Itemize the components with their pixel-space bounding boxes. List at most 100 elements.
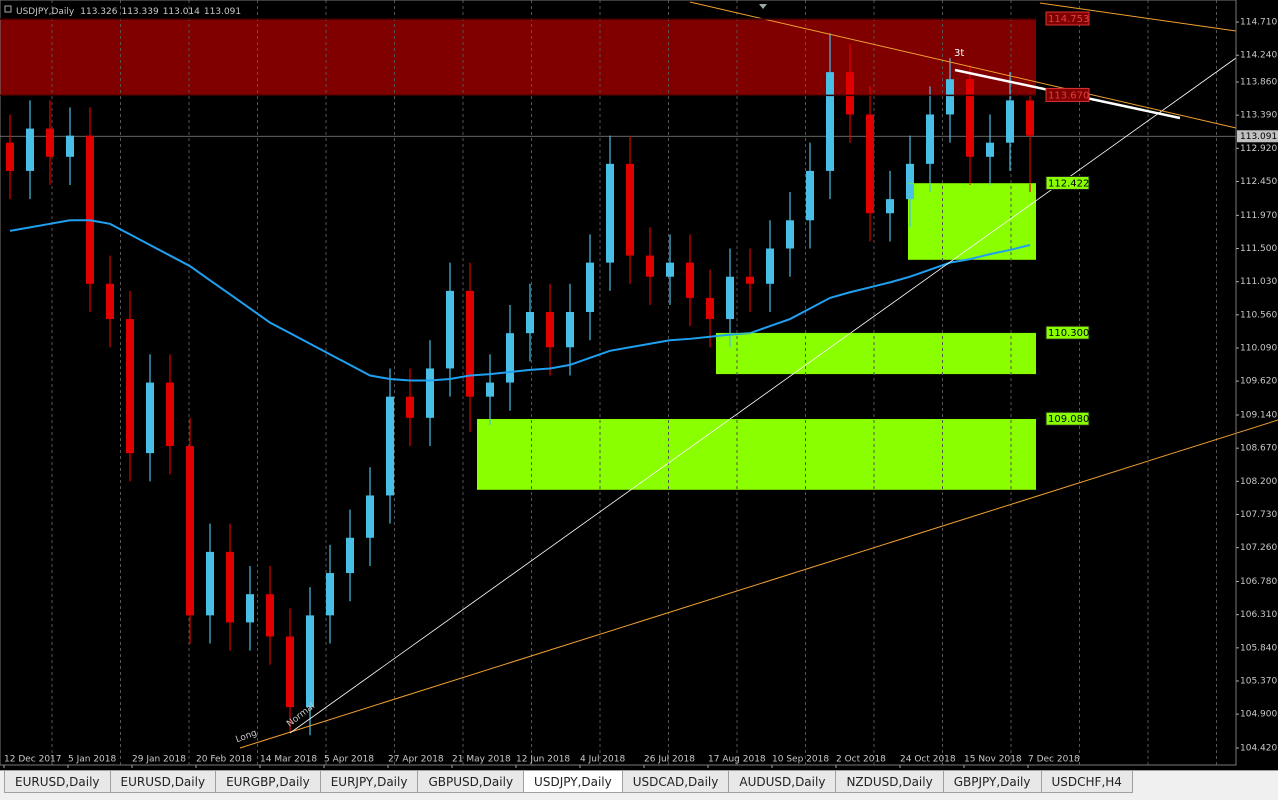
candle-body: [126, 319, 134, 454]
chart-tab[interactable]: USDCAD,Daily: [621, 771, 730, 793]
y-tick-label: 107.730: [1240, 510, 1277, 520]
candle-body: [186, 446, 194, 616]
level-label-box: [1045, 11, 1090, 26]
x-tick-label: 26 Jul 2018: [644, 755, 695, 765]
quote-low: 113.014: [163, 7, 200, 17]
y-tick-label: 105.840: [1240, 643, 1277, 653]
zone: [477, 419, 1036, 490]
candle-body: [406, 396, 414, 418]
chart-tab[interactable]: USDCHF,H4: [1040, 771, 1133, 793]
x-tick-label: 5 Jan 2018: [68, 755, 116, 765]
candle-body: [986, 142, 994, 157]
x-tick-label: 10 Sep 2018: [772, 755, 829, 765]
candle-body: [1006, 100, 1014, 143]
candle-body: [666, 262, 674, 277]
candle-body: [346, 537, 354, 574]
y-tick-label: 109.620: [1240, 377, 1277, 387]
y-tick-label: 104.420: [1240, 744, 1277, 754]
candle-body: [86, 135, 94, 284]
y-tick-label: 106.780: [1240, 577, 1277, 587]
quote-open: 113.326: [80, 7, 117, 17]
chart-tab[interactable]: NZDUSD,Daily: [835, 771, 944, 793]
chart: Long Normal 3t USDJPY,Daily 113.326 113.33…: [0, 0, 1278, 770]
trendline: [1039, 2, 1237, 32]
x-tick-label: 14 Mar 2018: [260, 755, 317, 765]
level-label: 109.080: [1048, 414, 1089, 425]
y-tick-label: 114.240: [1240, 51, 1277, 61]
x-tick-label: 7 Dec 2018: [1028, 755, 1080, 765]
zone: [908, 183, 1036, 260]
chart-tab[interactable]: EURJPY,Daily: [319, 771, 419, 793]
y-tick-label: 114.710: [1240, 18, 1277, 28]
x-tick-label: 24 Oct 2018: [900, 755, 956, 765]
candle-body: [866, 114, 874, 214]
y-tick-label: 104.900: [1240, 710, 1277, 720]
candle-body: [926, 114, 934, 164]
x-tick-label: 17 Aug 2018: [708, 755, 766, 765]
level-label-box: [1045, 87, 1090, 102]
x-tick-label: 27 Apr 2018: [388, 755, 444, 765]
x-tick-label: 4 Jul 2018: [580, 755, 625, 765]
shift-marker: [759, 4, 767, 9]
grid-layer: [51, 0, 1217, 765]
candle-body: [6, 142, 14, 171]
y-tick-label: 112.920: [1240, 144, 1277, 154]
candle-body: [586, 262, 594, 313]
candle-body: [426, 368, 434, 418]
x-tick-label: 12 Dec 2017: [4, 755, 62, 765]
candle-body: [546, 312, 554, 348]
candle-body: [506, 333, 514, 383]
x-tick-label: 15 Nov 2018: [964, 755, 1022, 765]
x-tick-label: 2 Oct 2018: [836, 755, 886, 765]
plot-border: [0, 0, 1237, 766]
candle-body: [886, 199, 894, 214]
chart-tab[interactable]: EURUSD,Daily: [109, 771, 217, 793]
candle-body: [66, 135, 74, 157]
chart-tab[interactable]: EURGBP,Daily: [215, 771, 321, 793]
candle-body: [306, 615, 314, 708]
candle-body: [766, 248, 774, 284]
candle-body: [246, 594, 254, 623]
candle-body: [906, 163, 914, 200]
level-label-box: [1045, 411, 1090, 426]
zone: [716, 333, 1036, 375]
candle-body: [686, 262, 694, 298]
candle-body: [46, 128, 54, 157]
candle-body: [286, 636, 294, 708]
candle-body: [206, 551, 214, 616]
zone: [0, 19, 1036, 96]
y-tick-label: 112.450: [1240, 177, 1277, 187]
candle-body: [466, 290, 474, 397]
candle-body: [146, 382, 154, 454]
candle-body: [826, 72, 834, 171]
candle-body: [946, 79, 954, 115]
y-tick-label: 105.370: [1240, 676, 1277, 686]
moving-average: [9, 219, 1031, 382]
candle-body: [486, 382, 494, 397]
candle-body: [846, 72, 854, 115]
candle-body: [106, 283, 114, 320]
candle-body: [266, 594, 274, 637]
chart-tab[interactable]: AUDUSD,Daily: [728, 771, 837, 793]
x-tick-label: 12 Jun 2018: [516, 755, 570, 765]
level-label: 110.300: [1048, 328, 1089, 339]
chart-tab[interactable]: GBPJPY,Daily: [942, 771, 1042, 793]
candle-body: [726, 276, 734, 320]
y-tick-label: 108.200: [1240, 477, 1277, 487]
candle-body: [1026, 100, 1034, 136]
chart-tab[interactable]: GBPUSD,Daily: [417, 771, 525, 793]
zone-layer: [0, 19, 1236, 490]
candle-layer: [6, 33, 1034, 736]
candle-body: [646, 255, 654, 277]
chart-tab[interactable]: EURUSD,Daily: [4, 771, 111, 793]
chart-header: USDJPY,Daily 113.326 113.339 113.014 113.091: [16, 7, 241, 17]
candle-body: [706, 297, 714, 320]
candle-body: [366, 495, 374, 538]
current-price-label: 113.091: [1240, 132, 1277, 142]
candle-body: [966, 79, 974, 157]
quote-close: 113.091: [204, 7, 241, 17]
chart-tab[interactable]: USDJPY,Daily: [523, 771, 623, 793]
y-tick-label: 113.860: [1240, 78, 1277, 88]
x-tick-label: 21 May 2018: [452, 755, 511, 765]
